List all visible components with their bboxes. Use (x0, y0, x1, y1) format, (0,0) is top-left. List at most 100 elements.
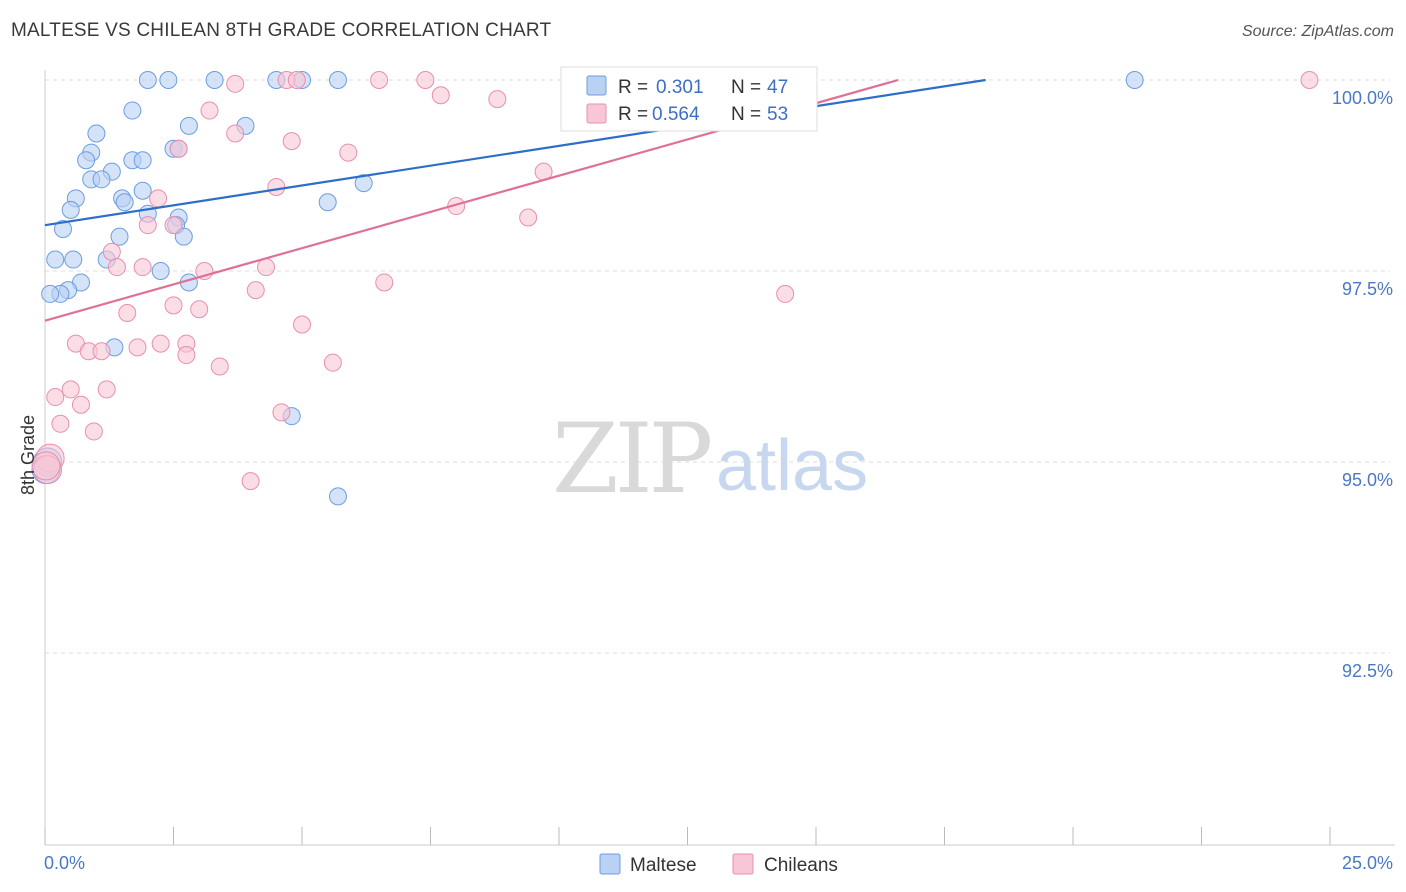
legend-chileans-label: Chileans (764, 855, 838, 876)
y-axis-label: 8th Grade (18, 415, 38, 495)
chileans-point-47 (84, 422, 103, 441)
chileans-point-52 (31, 451, 61, 481)
watermark-atlas: atlas (716, 426, 868, 506)
y-tick-label-2: 97.5% (1342, 279, 1393, 299)
chileans-point-46 (51, 414, 70, 433)
tick-labels: 92.5% 95.0% 97.5% 100.0% 0.0% 25.0% (44, 88, 1393, 873)
chileans-point-10 (226, 124, 245, 143)
chileans-swatch (586, 103, 607, 124)
maltese-point-41 (41, 284, 60, 303)
series-legend: Maltese Chileans (599, 853, 838, 876)
maltese-n-value: 47 (767, 77, 788, 98)
maltese-point-33 (46, 250, 65, 269)
chileans-point-19 (138, 216, 157, 235)
chileans-point-6 (1300, 71, 1319, 89)
maltese-points (31, 71, 1144, 506)
chileans-point-42 (61, 380, 80, 399)
chart-source: Source: ZipAtlas.com (1241, 23, 1394, 40)
maltese-point-24 (354, 174, 373, 193)
chileans-point-9 (200, 101, 219, 120)
maltese-point-25 (318, 193, 337, 212)
y-tick-label-1: 95.0% (1342, 470, 1393, 490)
chileans-point-23 (133, 258, 152, 277)
maltese-point-7 (123, 101, 142, 120)
chileans-point-18 (519, 208, 538, 227)
chileans-point-16 (149, 189, 168, 208)
maltese-point-5 (328, 71, 347, 89)
maltese-point-14 (77, 151, 96, 170)
chileans-point-7 (431, 86, 450, 105)
x-tick-label-0: 0.0% (44, 853, 85, 873)
chileans-point-40 (323, 353, 342, 372)
maltese-swatch (586, 75, 607, 96)
chileans-point-29 (164, 296, 183, 315)
chileans-r-value: 0.564 (652, 104, 700, 125)
chileans-point-31 (118, 304, 137, 323)
watermark: ZIP atlas (552, 403, 868, 515)
x-tick-label-1: 25.0% (1342, 853, 1393, 873)
maltese-point-8 (179, 116, 198, 135)
chileans-point-41 (210, 357, 229, 376)
maltese-point-44 (328, 487, 347, 506)
chileans-point-13 (339, 143, 358, 162)
maltese-point-6 (1125, 71, 1144, 89)
chileans-point-3 (370, 71, 389, 89)
legend-maltese-swatch (599, 853, 621, 875)
maltese-point-30 (53, 219, 72, 238)
maltese-r-label: R = (618, 77, 648, 98)
maltese-point-26 (61, 200, 80, 219)
maltese-point-31 (174, 227, 193, 246)
maltese-point-2 (205, 71, 224, 89)
maltese-point-36 (151, 262, 170, 280)
maltese-point-23 (115, 193, 134, 212)
chileans-point-2 (287, 71, 306, 89)
chileans-point-25 (257, 258, 276, 277)
chileans-point-4 (416, 71, 435, 89)
chileans-point-35 (92, 342, 111, 361)
maltese-trend-line (44, 78, 986, 227)
chileans-point-20 (164, 216, 183, 235)
chileans-n-value: 53 (767, 104, 788, 125)
maltese-point-1 (159, 71, 178, 89)
chileans-point-44 (46, 388, 65, 407)
chileans-point-27 (246, 281, 265, 300)
chileans-point-28 (776, 284, 795, 303)
chileans-point-48 (272, 403, 291, 422)
chileans-point-45 (71, 395, 90, 414)
chileans-point-37 (151, 334, 170, 353)
maltese-point-32 (110, 227, 129, 246)
chileans-point-26 (375, 273, 394, 292)
chileans-point-15 (267, 177, 286, 196)
chileans-r-label: R = (618, 104, 648, 125)
maltese-point-19 (92, 170, 111, 189)
chileans-point-8 (488, 90, 507, 109)
chileans-point-36 (128, 338, 147, 357)
chileans-point-30 (190, 300, 209, 319)
chart-title: MALTESE VS CHILEAN 8TH GRADE CORRELATION… (11, 20, 552, 41)
stats-legend: R = 0.301 N = 47 R = 0.564 N = 53 (560, 66, 818, 132)
chileans-point-21 (102, 242, 121, 261)
chileans-point-32 (293, 315, 311, 334)
chileans-point-0 (226, 74, 245, 93)
maltese-point-34 (64, 250, 83, 269)
chileans-point-39 (177, 346, 196, 365)
maltese-n-label: N = (731, 77, 761, 98)
maltese-point-20 (133, 181, 152, 200)
chileans-point-11 (282, 132, 301, 151)
maltese-point-10 (87, 124, 106, 143)
watermark-zip: ZIP (552, 403, 711, 515)
y-tick-label-0: 92.5% (1342, 661, 1393, 681)
chileans-point-43 (97, 380, 116, 399)
maltese-r-value: 0.301 (656, 77, 704, 98)
grid-lines (45, 79, 1390, 654)
chileans-n-label: N = (731, 104, 761, 125)
chileans-point-22 (107, 258, 126, 277)
chileans-point-49 (241, 472, 260, 491)
chileans-point-12 (169, 139, 188, 158)
maltese-point-0 (138, 71, 157, 89)
y-tick-label-3: 100.0% (1332, 88, 1393, 108)
maltese-point-16 (133, 151, 152, 170)
legend-maltese-label: Maltese (630, 855, 697, 876)
